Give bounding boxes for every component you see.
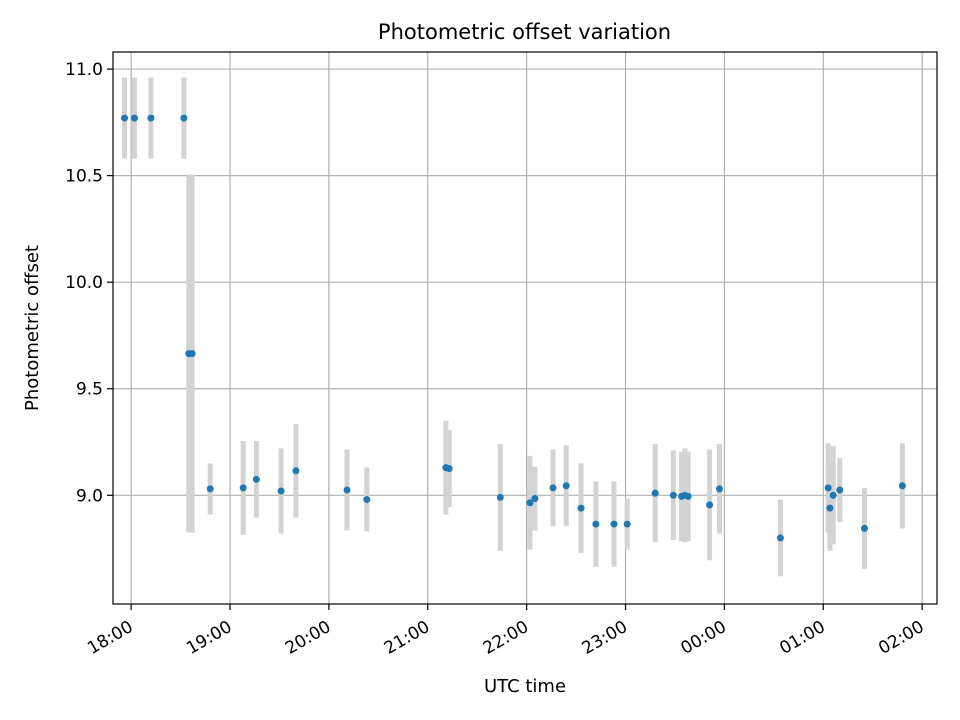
data-point [343, 486, 351, 494]
data-point [531, 495, 539, 503]
data-point [826, 504, 834, 512]
data-point [180, 114, 188, 122]
data-point [445, 465, 453, 473]
plot-frame [112, 51, 938, 605]
data-point [860, 524, 868, 532]
x-axis-label: UTC time [484, 676, 566, 697]
data-point [147, 114, 155, 122]
data-point [252, 475, 260, 483]
y-tick-label: 11.0 [65, 60, 103, 80]
data-point [121, 114, 129, 122]
y-tick-label: 10.5 [65, 167, 103, 187]
y-tick-label: 9.0 [76, 486, 103, 506]
data-point [623, 520, 631, 528]
data-point [188, 350, 196, 358]
data-point [277, 487, 285, 495]
data-point [898, 482, 906, 490]
y-tick-label: 9.5 [76, 380, 103, 400]
data-point [776, 534, 784, 542]
data-point [292, 467, 300, 475]
data-point [669, 491, 677, 499]
data-point [715, 485, 723, 493]
y-axis-ticks: 9.0 9.5 10.0 10.5 11.0 [65, 60, 113, 506]
data-point [577, 504, 585, 512]
data-point [684, 492, 692, 500]
data-point [496, 493, 504, 501]
data-point [706, 501, 714, 509]
data-point [526, 499, 534, 507]
data-point [836, 486, 844, 494]
data-point [549, 484, 557, 492]
data-point [239, 484, 247, 492]
data-point [592, 520, 600, 528]
grid-lines [113, 52, 937, 604]
data-point [651, 489, 659, 497]
data-point [206, 485, 214, 493]
data-point [363, 496, 371, 504]
data-point [130, 114, 138, 122]
data-point [829, 491, 837, 499]
data-point [562, 482, 570, 490]
data-point [610, 520, 618, 528]
data-point [824, 484, 832, 492]
y-axis-label: Photometric offset [22, 245, 43, 411]
data-points [121, 114, 906, 542]
chart-title: Photometric offset variation [378, 20, 671, 44]
y-tick-label: 10.0 [65, 273, 103, 293]
